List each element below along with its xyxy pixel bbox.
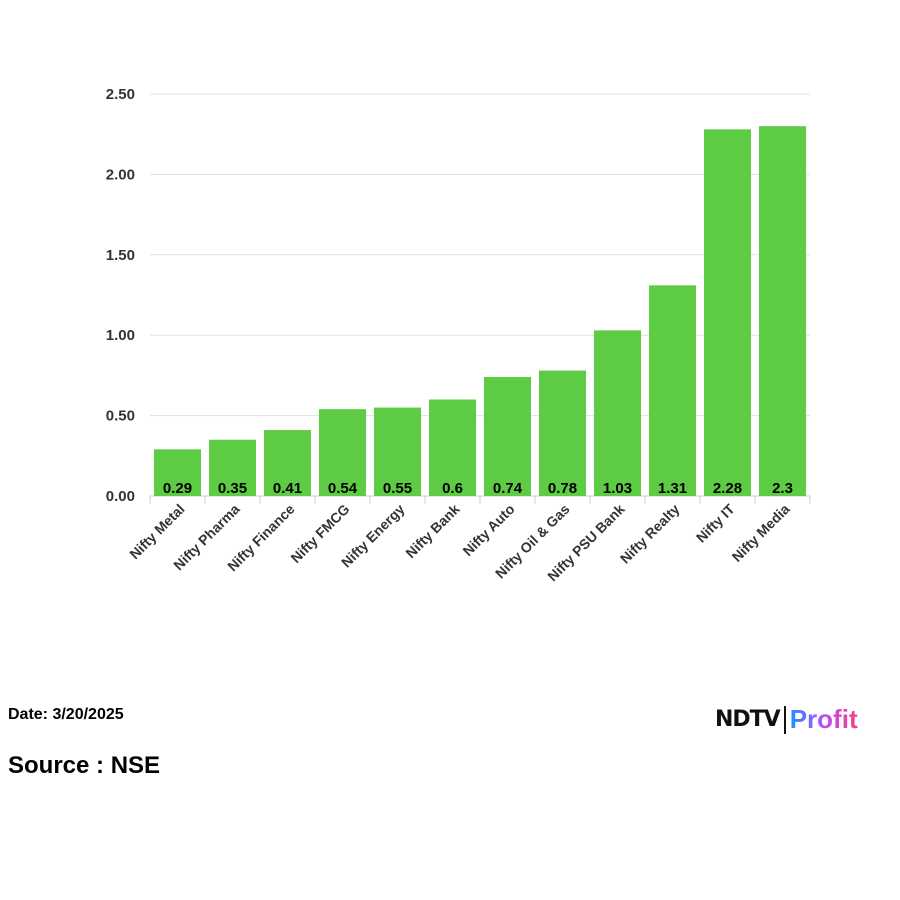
bar [264,430,311,496]
ndtv-profit-logo: NDTV Profit [715,704,858,735]
x-tick-label: Nifty Bank [402,501,462,561]
bar [649,285,696,496]
y-tick-label: 0.00 [106,488,135,505]
bar [154,449,201,496]
data-label: 2.3 [772,480,793,497]
y-tick-label: 1.50 [106,247,135,264]
x-tick-label: Nifty Realty [617,501,683,567]
bar [539,370,586,496]
bar [704,129,751,496]
y-tick-label: 0.50 [106,408,135,425]
logo-product: Profit [789,704,858,734]
bar [319,409,366,496]
bar [594,330,641,496]
data-label: 0.54 [328,480,358,497]
bar [374,407,421,496]
data-label: 0.35 [218,480,247,497]
bar [484,377,531,496]
data-label: 2.28 [713,480,742,497]
source-label: Source : NSE [8,752,161,779]
x-tick-label: Nifty Media [728,501,792,565]
y-tick-label: 1.00 [106,327,135,344]
data-label: 0.41 [273,480,302,497]
data-label: 0.6 [442,480,463,497]
y-tick-label: 2.00 [106,166,135,183]
data-label: 1.31 [658,480,687,497]
data-label: 0.78 [548,480,577,497]
y-tick-label: 2.50 [106,86,135,103]
logo-brand: NDTV [715,707,781,732]
bar [759,126,806,496]
data-label: 0.55 [383,480,412,497]
bar [209,439,256,496]
logo-divider [783,705,786,734]
data-label: 1.03 [603,480,632,497]
data-label: 0.74 [493,480,523,497]
date-label: Date: 3/20/2025 [8,706,124,723]
x-tick-label: Nifty IT [693,500,738,545]
data-label: 0.29 [163,480,192,497]
bar [429,399,476,496]
x-tick-label: Nifty Auto [459,501,517,559]
